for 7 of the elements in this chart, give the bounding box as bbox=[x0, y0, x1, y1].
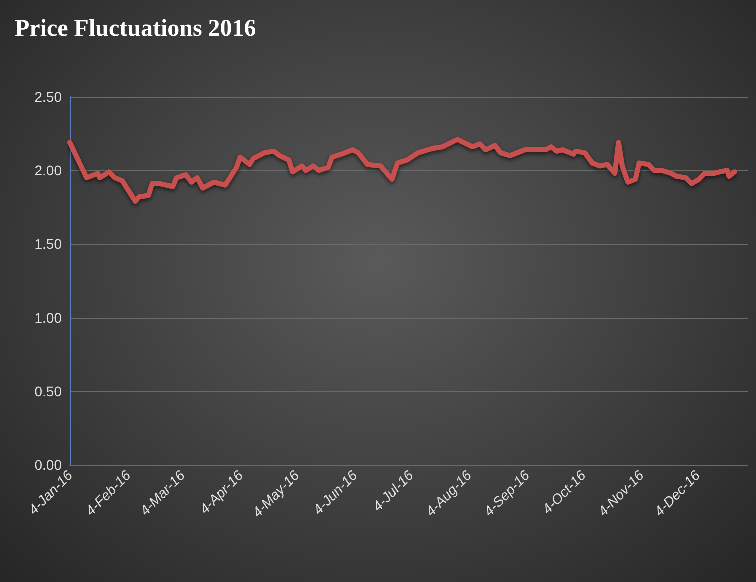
y-tick-label: 0.50 bbox=[34, 383, 62, 400]
y-tick-label: 1.00 bbox=[34, 310, 62, 326]
y-tick-label: 0.00 bbox=[34, 457, 62, 473]
y-tick-label: 1.50 bbox=[34, 236, 62, 252]
y-tick-label: 2.50 bbox=[34, 89, 62, 105]
y-tick-label: 2.00 bbox=[34, 162, 62, 179]
chart-title: Price Fluctuations 2016 bbox=[15, 16, 256, 42]
